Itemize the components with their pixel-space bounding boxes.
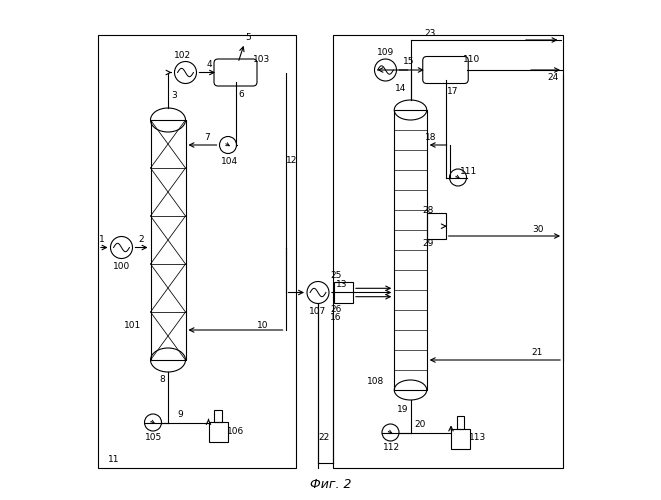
Text: 1: 1 [99,235,105,244]
Text: 15: 15 [403,58,414,66]
Text: 9: 9 [178,410,183,419]
Bar [151,120,186,360]
Text: 17: 17 [447,88,458,96]
Text: 24: 24 [548,74,559,82]
Text: 30: 30 [532,224,544,234]
Text: 102: 102 [175,50,192,59]
Text: 104: 104 [221,156,238,166]
Text: 3: 3 [171,92,177,100]
Text: Фиг. 2: Фиг. 2 [310,478,351,491]
Text: 6: 6 [239,90,245,99]
Text: 14: 14 [395,84,407,94]
Text: 110: 110 [463,54,481,64]
Text: 22: 22 [319,433,330,442]
Bar [98,35,295,468]
Text: 13: 13 [336,280,347,289]
Text: 20: 20 [415,420,426,429]
Text: 12: 12 [286,156,297,164]
Text: 113: 113 [469,433,486,442]
Text: 16: 16 [330,312,342,322]
Bar [333,35,563,468]
Text: 11: 11 [108,456,120,464]
Bar [394,110,427,390]
Text: 23: 23 [425,29,436,38]
Text: 103: 103 [253,56,270,64]
Text: 28: 28 [422,206,434,215]
Text: 4: 4 [206,60,212,69]
Text: 109: 109 [377,48,394,57]
Bar [214,410,222,422]
Text: 108: 108 [367,376,384,386]
Bar [457,416,465,428]
Text: 112: 112 [383,443,400,452]
Text: 7: 7 [204,132,210,141]
Text: 10: 10 [256,320,268,330]
Bar [208,422,227,442]
Text: 21: 21 [531,348,543,357]
Bar [427,214,446,239]
Text: 106: 106 [227,426,244,436]
Text: 105: 105 [145,433,163,442]
Text: 101: 101 [124,320,141,330]
Text: 18: 18 [425,134,436,142]
Text: 29: 29 [422,238,434,248]
Text: 19: 19 [397,404,408,413]
Bar [334,282,353,303]
Text: 25: 25 [330,272,341,280]
Bar [451,428,470,449]
Text: 107: 107 [309,307,327,316]
Text: 100: 100 [113,262,130,271]
Text: 111: 111 [460,167,478,176]
Text: 2: 2 [139,235,144,244]
Text: 26: 26 [330,304,341,314]
Text: 5: 5 [245,34,251,42]
Text: 8: 8 [160,376,165,384]
